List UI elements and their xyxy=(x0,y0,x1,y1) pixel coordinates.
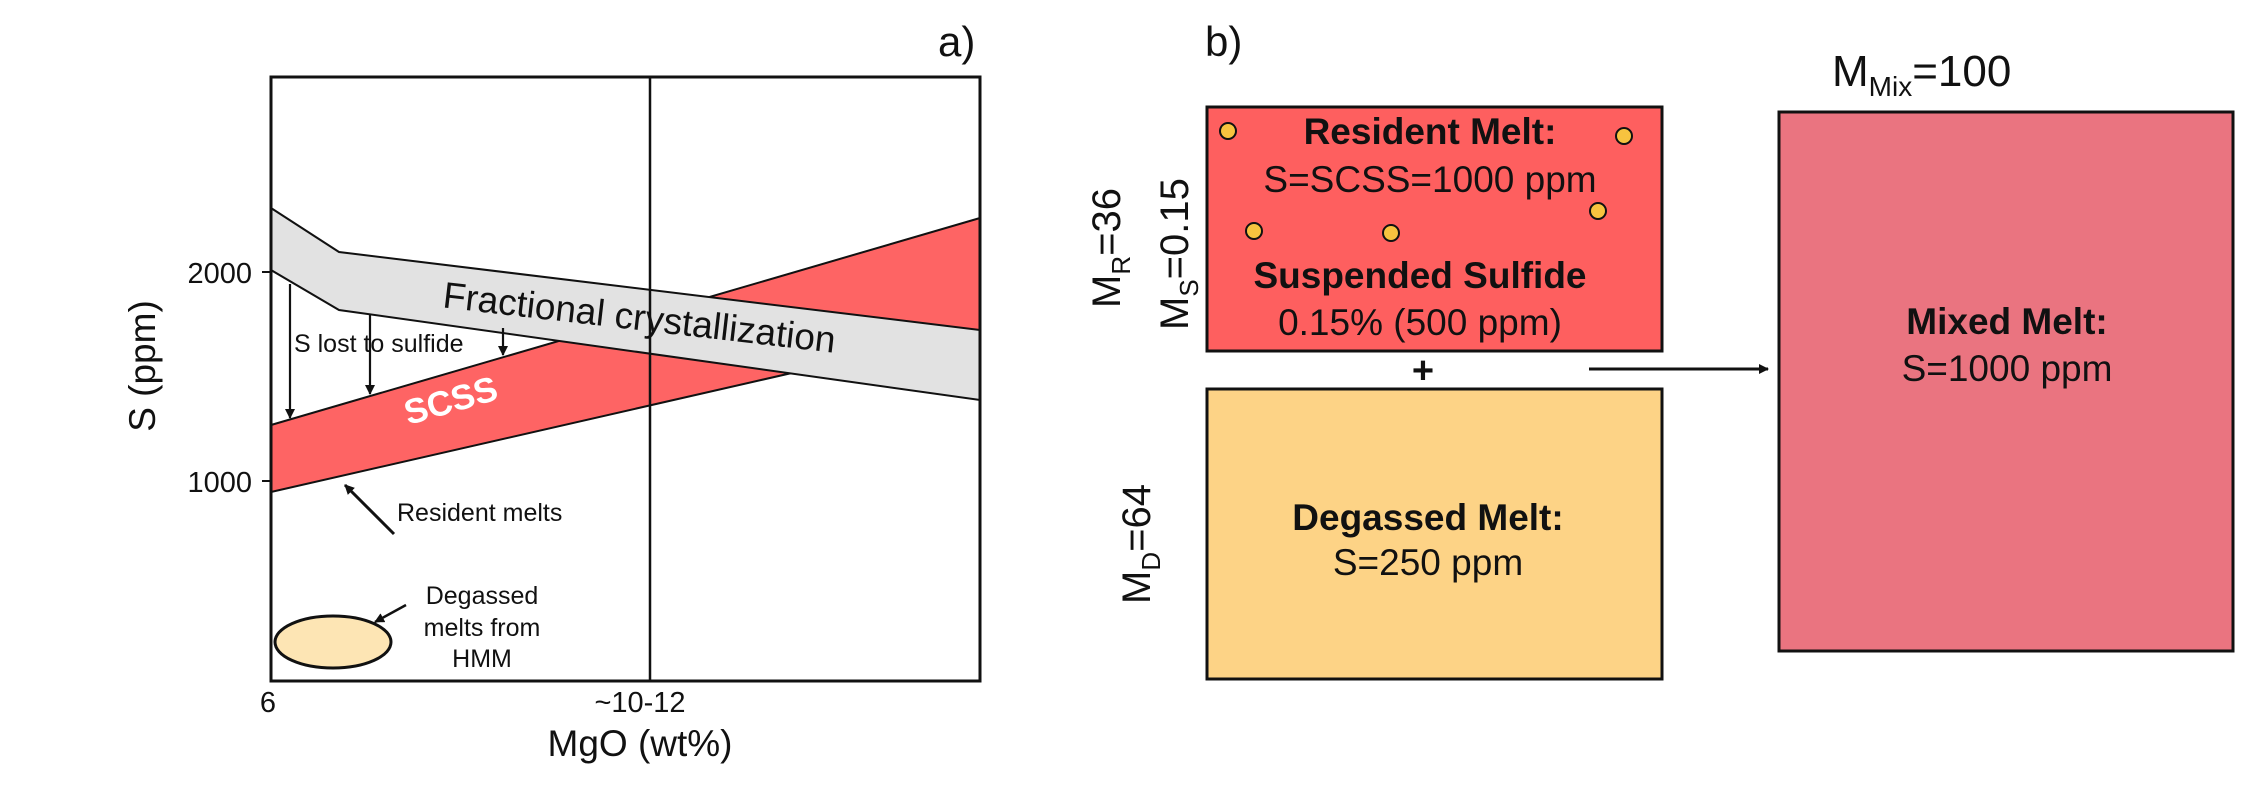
degassed-label-line-2: melts from xyxy=(424,614,541,642)
degassed-label-line-1: Degassed xyxy=(426,582,539,610)
degassed-label-line-3: HMM xyxy=(452,645,512,673)
panel-b-label: b) xyxy=(1205,18,1242,65)
degassed-melt-box xyxy=(1205,387,1664,681)
mixed-melt-title: Mixed Melt: xyxy=(1906,301,2107,342)
sulfide-mass-base: M xyxy=(1153,297,1197,330)
panel-b: b) Resident Melt: S=SCSS=1000 ppm Suspen… xyxy=(1085,18,2235,681)
sulfide-dot-1 xyxy=(1219,122,1237,140)
resident-mass-sub: R xyxy=(1106,256,1136,275)
degassed-melts-ellipse xyxy=(273,614,393,670)
mix-mass-base: M xyxy=(1832,47,1869,96)
degassed-mass-value: =64 xyxy=(1115,484,1159,552)
mix-mass-sub: Mix xyxy=(1869,71,1913,102)
degassed-mass-label: MD=64 xyxy=(1115,484,1166,604)
ytick-label-1000: 1000 xyxy=(187,467,252,499)
mixed-melt-box xyxy=(1777,110,2235,653)
resident-mass-value: =36 xyxy=(1085,188,1129,256)
degassed-melt-line: S=250 ppm xyxy=(1333,542,1523,583)
mix-mass-label: MMix=100 xyxy=(1832,47,2011,102)
plus-sign: + xyxy=(1412,350,1434,392)
resident-melts-label: Resident melts xyxy=(397,499,562,527)
sulfide-dot-4 xyxy=(1382,224,1400,242)
suspended-sulfide-title: Suspended Sulfide xyxy=(1253,255,1586,296)
resident-melt-title: Resident Melt: xyxy=(1304,111,1557,152)
degassed-mass-sub: D xyxy=(1136,552,1166,571)
y-axis-title: S (ppm) xyxy=(122,300,163,432)
resident-melt-box xyxy=(1205,105,1664,353)
mixed-melt-line: S=1000 ppm xyxy=(1902,348,2113,389)
xtick-label-6: 6 xyxy=(260,687,276,719)
x-axis-title: MgO (wt%) xyxy=(548,723,733,764)
panel-a: a) 2000 1000 6 ~10-12 MgO (wt%) S (ppm) … xyxy=(122,18,982,764)
resident-mass-base: M xyxy=(1085,275,1129,308)
resident-melts-arrow xyxy=(343,483,396,536)
xtick-label-10-12: ~10-12 xyxy=(594,687,685,719)
degassed-melt-title: Degassed Melt: xyxy=(1292,497,1563,538)
plot-frame xyxy=(269,75,982,683)
sulfide-mass-value: =0.15 xyxy=(1153,178,1197,279)
sulfide-mass-sub: S xyxy=(1174,279,1204,296)
suspended-sulfide-line: 0.15% (500 ppm) xyxy=(1278,302,1562,343)
ytick-label-2000: 2000 xyxy=(187,258,252,290)
degassed-mass-base: M xyxy=(1115,571,1159,604)
sulfide-dot-5 xyxy=(1589,202,1607,220)
mix-mass-value: =100 xyxy=(1912,47,2011,96)
sulfide-dot-2 xyxy=(1615,127,1633,145)
panel-a-label: a) xyxy=(938,18,975,65)
sulfide-loss-label: S lost to sulfide xyxy=(294,330,464,358)
resident-melt-line: S=SCSS=1000 ppm xyxy=(1263,159,1596,200)
degassed-melts-arrow xyxy=(374,603,407,624)
sulfide-dot-3 xyxy=(1245,222,1263,240)
resident-mass-label: MR=36 xyxy=(1085,188,1136,308)
sulfide-mass-label: MS=0.15 xyxy=(1153,178,1204,330)
